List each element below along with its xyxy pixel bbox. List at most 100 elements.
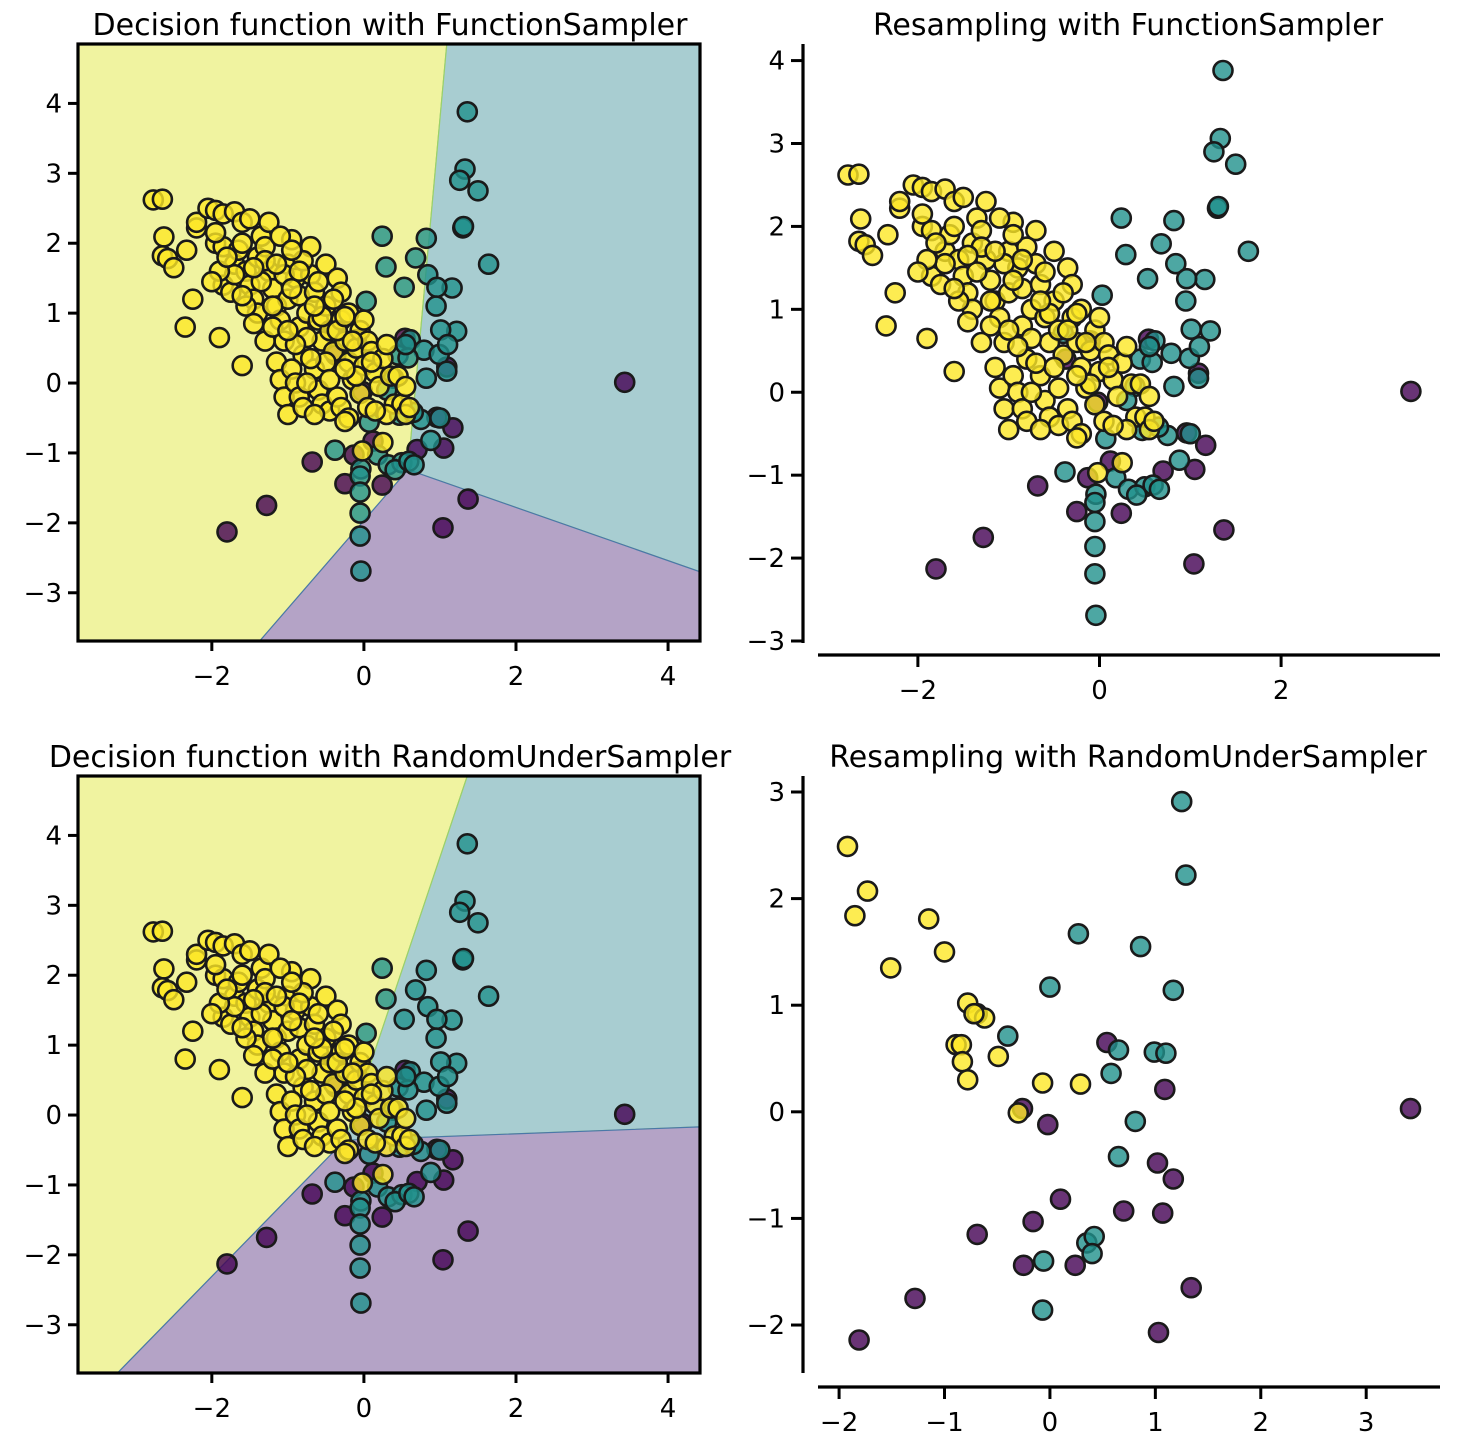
scatter-point-class-2 bbox=[970, 331, 993, 354]
scatter-point-class-2 bbox=[966, 261, 988, 283]
scatter-point-class-1 bbox=[1163, 209, 1185, 232]
scatter-point-class-2 bbox=[174, 316, 196, 338]
subplot-decision-random-under-sampler: Decision function with RandomUnderSample… bbox=[24, 740, 732, 1424]
scatter-point-class-2 bbox=[1034, 261, 1056, 283]
scatter-point-class-1 bbox=[1207, 195, 1230, 218]
scatter-point-class-2 bbox=[231, 232, 253, 254]
scatter-point-class-2 bbox=[208, 1058, 231, 1081]
scatter-point-class-2 bbox=[261, 1027, 284, 1049]
scatter-point-class-1 bbox=[435, 360, 458, 383]
scatter-point-class-1 bbox=[1162, 979, 1185, 1002]
y-tick-label: 4 bbox=[45, 821, 62, 851]
scatter-point-class-1 bbox=[467, 180, 489, 202]
scatter-point-class-1 bbox=[375, 256, 397, 278]
scatter-point-class-1 bbox=[1150, 233, 1172, 255]
y-tick-label: 0 bbox=[768, 1098, 785, 1128]
scatter-point-class-2 bbox=[201, 270, 223, 293]
scatter-point-class-1 bbox=[1203, 141, 1225, 163]
y-tick-label: 4 bbox=[768, 47, 785, 77]
scatter-point-class-2 bbox=[318, 1100, 341, 1123]
scatter-point-class-1 bbox=[415, 1099, 438, 1121]
y-tick-label: 1 bbox=[45, 299, 62, 329]
scatter-point-class-2 bbox=[956, 310, 979, 333]
scatter-point-class-2 bbox=[258, 943, 280, 966]
y-tick-label: 4 bbox=[45, 89, 62, 119]
scatter-point-class-2 bbox=[315, 985, 337, 1008]
y-tick-label: 3 bbox=[768, 778, 785, 808]
scatter-point-class-1 bbox=[349, 1257, 371, 1279]
scatter-point-class-1 bbox=[324, 439, 346, 462]
scatter-point-class-0 bbox=[1151, 1202, 1174, 1224]
scatter-point-class-2 bbox=[943, 360, 966, 383]
scatter-point-class-2 bbox=[239, 939, 261, 962]
scatter-point-class-2 bbox=[353, 309, 375, 331]
scatter-point-class-0 bbox=[1154, 1078, 1176, 1101]
scatter-point-class-2 bbox=[993, 397, 1015, 420]
scatter-point-class-2 bbox=[307, 1002, 330, 1025]
scatter-point-class-0 bbox=[301, 1183, 324, 1205]
scatter-point-class-1 bbox=[1160, 342, 1182, 365]
scatter-point-class-0 bbox=[1012, 1254, 1035, 1277]
scatter-point-class-2 bbox=[1025, 352, 1047, 375]
scatter-point-class-2 bbox=[879, 957, 902, 979]
scatter-point-class-0 bbox=[1194, 434, 1217, 457]
scatter-point-class-2 bbox=[288, 992, 311, 1015]
scatter-point-class-1 bbox=[1125, 484, 1148, 506]
scatter-point-class-2 bbox=[988, 207, 1011, 229]
scatter-point-class-2 bbox=[303, 403, 326, 426]
y-tick-label: −1 bbox=[24, 439, 62, 469]
scatter-point-class-2 bbox=[299, 1079, 322, 1102]
scatter-point-class-1 bbox=[1187, 367, 1210, 390]
scatter-point-class-2 bbox=[341, 330, 364, 352]
scatter-point-class-1 bbox=[1032, 1250, 1055, 1272]
y-tick-label: −2 bbox=[24, 509, 62, 539]
subplot-title: Resampling with RandomUnderSampler bbox=[829, 740, 1427, 775]
scatter-point-class-1 bbox=[1084, 535, 1106, 558]
scatter-point-class-2 bbox=[877, 223, 899, 246]
scatter-point-class-2 bbox=[375, 1065, 398, 1088]
scatter-point-class-1 bbox=[349, 502, 371, 524]
scatter-point-class-1 bbox=[375, 988, 397, 1010]
scatter-point-class-1 bbox=[1212, 59, 1234, 82]
y-tick-label: −2 bbox=[747, 1311, 785, 1341]
scatter-point-class-2 bbox=[151, 188, 174, 210]
scatter-point-class-2 bbox=[353, 1041, 375, 1063]
scatter-point-class-1 bbox=[1163, 375, 1185, 398]
scatter-point-class-1 bbox=[1031, 1299, 1054, 1321]
scatter-point-class-2 bbox=[1031, 1072, 1054, 1094]
scatter-point-class-1 bbox=[1081, 1242, 1103, 1265]
scatter-point-class-2 bbox=[296, 372, 318, 394]
x-tick-label: 2 bbox=[1273, 676, 1290, 706]
scatter-point-class-1 bbox=[477, 253, 500, 276]
scatter-point-class-2 bbox=[296, 1104, 318, 1126]
scatter-point-class-1 bbox=[403, 1186, 425, 1208]
scatter-point-class-1 bbox=[1124, 1110, 1147, 1133]
scatter-point-class-2 bbox=[360, 1083, 383, 1105]
x-tick-label: 4 bbox=[660, 662, 677, 692]
y-tick-label: −2 bbox=[747, 544, 785, 574]
scatter-point-class-0 bbox=[1026, 475, 1049, 497]
scatter-point-class-2 bbox=[175, 239, 198, 261]
scatter-point-class-2 bbox=[231, 964, 253, 987]
scatter-point-class-2 bbox=[303, 1135, 326, 1158]
scatter-point-class-2 bbox=[280, 277, 303, 300]
scatter-point-class-2 bbox=[277, 1051, 299, 1074]
y-tick-label: −3 bbox=[24, 1311, 62, 1341]
scatter-point-class-2 bbox=[318, 368, 341, 391]
scatter-point-class-2 bbox=[884, 281, 907, 304]
scatter-point-class-1 bbox=[1188, 335, 1211, 358]
scatter-point-class-2 bbox=[231, 1086, 253, 1109]
scatter-point-class-2 bbox=[216, 978, 238, 1001]
x-tick-label: −2 bbox=[193, 662, 231, 692]
scatter-point-class-1 bbox=[435, 1092, 458, 1114]
scatter-point-class-2 bbox=[1007, 1102, 1030, 1124]
scatter-point-class-2 bbox=[231, 1016, 253, 1039]
scatter-point-class-2 bbox=[1111, 451, 1133, 474]
scatter-point-class-1 bbox=[1091, 284, 1113, 307]
scatter-point-class-2 bbox=[1029, 418, 1052, 441]
scatter-point-class-2 bbox=[334, 1142, 356, 1165]
scatter-point-class-1 bbox=[1054, 461, 1076, 483]
decision-region-class-1 bbox=[344, 776, 700, 1141]
scatter-point-class-2 bbox=[861, 244, 884, 267]
